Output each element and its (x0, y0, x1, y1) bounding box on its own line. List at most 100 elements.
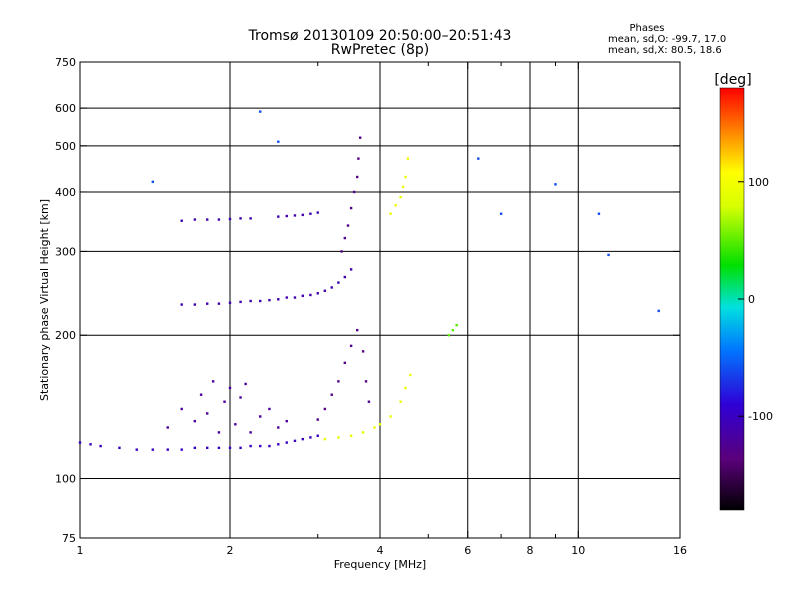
data-point (180, 448, 183, 451)
data-point (323, 437, 327, 441)
x-tick-label: 16 (673, 544, 687, 557)
data-point (166, 448, 169, 451)
data-point (239, 300, 242, 304)
stats-header: Phases (629, 23, 664, 34)
colorbar-label: [deg] (714, 72, 751, 88)
data-point (657, 309, 660, 313)
data-point (309, 436, 312, 439)
data-point (293, 214, 297, 217)
data-point (118, 446, 121, 450)
chart-title: Tromsø 20130109 20:50:00–20:51:43 (248, 28, 512, 44)
data-point (447, 334, 451, 337)
data-point (554, 183, 557, 186)
colorbar-tick-label: -100 (748, 410, 773, 423)
data-point (268, 407, 271, 411)
data-point (316, 434, 319, 437)
data-point (355, 328, 359, 332)
data-point (367, 400, 371, 403)
data-point (352, 190, 356, 194)
axis-ticks: 1 2 4 6 8 10 16 75 100 200 300 400 500 600 750 (55, 56, 687, 557)
data-point (309, 293, 312, 297)
data-point (340, 250, 343, 253)
data-point (301, 294, 305, 298)
x-tick-label: 6 (464, 544, 471, 557)
y-tick-label: 500 (55, 140, 76, 153)
data-point (389, 415, 392, 418)
data-point (217, 218, 221, 221)
data-point (361, 431, 365, 434)
data-point (389, 212, 392, 215)
data-point (349, 206, 353, 210)
data-point (499, 212, 503, 215)
data-point (358, 136, 362, 139)
data-point (228, 386, 232, 390)
data-point (323, 289, 327, 292)
data-point (293, 439, 297, 443)
data-point (249, 431, 252, 434)
data-point (330, 286, 333, 289)
data-point (404, 175, 407, 179)
data-point (355, 175, 359, 179)
data-point (401, 185, 405, 189)
data-point (343, 275, 347, 279)
data-point (607, 253, 610, 257)
data-point (399, 195, 402, 199)
data-point (394, 204, 397, 207)
data-point (406, 157, 410, 160)
data-point (330, 393, 333, 396)
y-tick-label: 400 (55, 186, 76, 199)
data-point (399, 400, 402, 403)
y-tick-label: 750 (55, 56, 76, 69)
data-point (193, 218, 197, 221)
data-point (151, 180, 155, 184)
data-point (361, 350, 365, 353)
data-point (309, 212, 312, 215)
data-point (349, 344, 353, 348)
data-point (259, 110, 262, 113)
data-point (135, 448, 138, 451)
data-point (285, 214, 288, 218)
data-point (277, 140, 280, 143)
data-point (223, 400, 226, 403)
data-point (193, 419, 197, 423)
data-point (249, 299, 252, 303)
data-point (205, 302, 209, 305)
data-point (277, 426, 280, 429)
data-point (239, 446, 242, 450)
data-point (228, 446, 232, 450)
data-point (217, 446, 221, 450)
x-tick-label: 2 (227, 544, 234, 557)
data-point (180, 219, 183, 222)
x-tick-label: 1 (77, 544, 84, 557)
data-point (455, 323, 458, 327)
data-point (217, 431, 221, 434)
data-point (349, 434, 353, 437)
data-point (316, 211, 319, 214)
colorbar-tick-label: 0 (748, 293, 755, 306)
data-point (166, 426, 169, 429)
data-point (301, 213, 305, 217)
data-point (285, 419, 288, 423)
data-point (259, 444, 262, 448)
data-point (597, 212, 601, 215)
data-point (228, 217, 232, 221)
data-point (211, 380, 215, 383)
data-point (234, 423, 237, 426)
data-point (343, 361, 347, 365)
data-point (301, 437, 305, 441)
data-point (451, 328, 455, 332)
data-point (343, 236, 347, 240)
data-point (205, 412, 209, 415)
data-point (199, 393, 203, 396)
data-point (217, 302, 221, 305)
data-point (337, 436, 340, 439)
colorbar-tick-label: 100 (748, 176, 769, 189)
data-point (259, 299, 262, 303)
x-tick-label: 8 (527, 544, 534, 557)
data-point (193, 303, 197, 306)
data-point (409, 373, 412, 377)
data-point (404, 386, 407, 390)
data-point (337, 380, 340, 383)
data-point (89, 443, 92, 446)
data-point (285, 296, 288, 299)
